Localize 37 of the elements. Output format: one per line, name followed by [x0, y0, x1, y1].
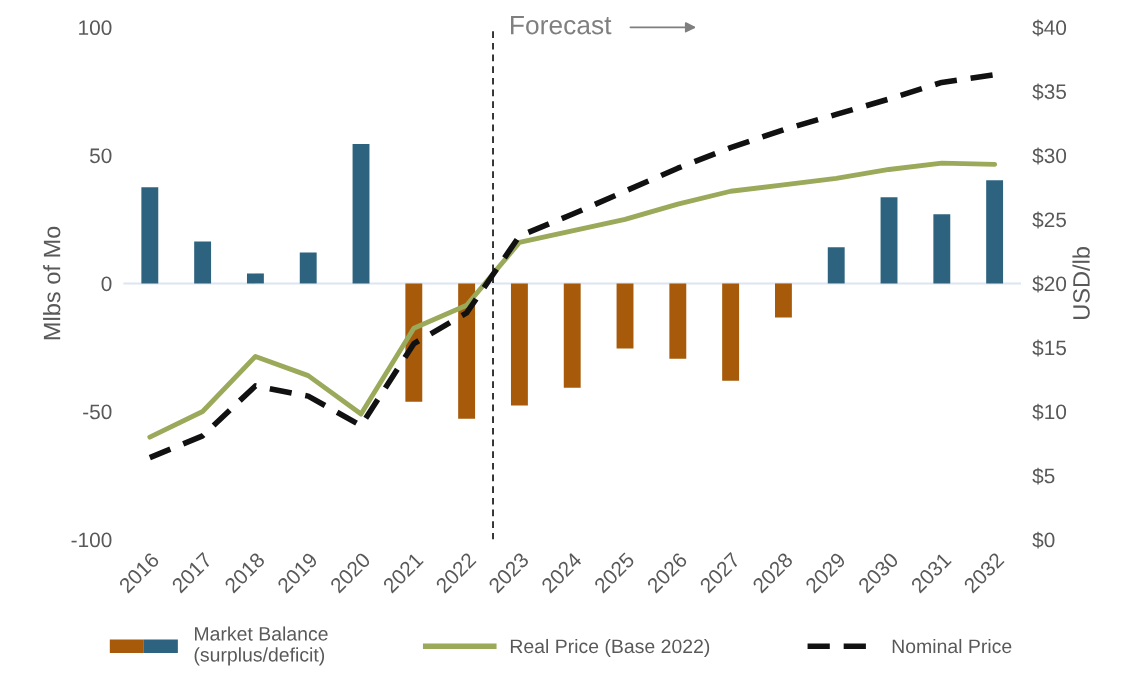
- y-tick-label: -50: [83, 404, 112, 420]
- y2-tick-label: $30: [1032, 147, 1067, 165]
- bar: [986, 180, 1004, 284]
- y2-tick-label: $25: [1032, 211, 1067, 229]
- bar: [563, 283, 581, 388]
- line-series: [147, 160, 998, 440]
- legend-label: Nominal Price: [892, 638, 1012, 654]
- bar: [827, 247, 845, 284]
- bar: [616, 283, 634, 349]
- legend-label: Real Price (Base 2022): [510, 638, 710, 658]
- ref-line-label: Forecast: [511, 15, 612, 35]
- y-tick-label: 100: [79, 20, 112, 36]
- bar: [669, 283, 687, 359]
- bar: [352, 144, 370, 284]
- bar: [722, 283, 740, 381]
- y2-tick-label: $40: [1032, 19, 1067, 37]
- y-tick-label: -100: [71, 532, 112, 548]
- bar: [246, 273, 264, 284]
- y2-tick-label: $5: [1032, 467, 1055, 485]
- y-tick-label: 50: [89, 148, 112, 164]
- y-axis-title: Mlbs of Mo: [43, 226, 61, 340]
- bar: [299, 252, 317, 284]
- bar: [194, 241, 212, 284]
- bar: [458, 283, 476, 419]
- y-tick-label: 0: [101, 276, 112, 292]
- bar: [510, 283, 528, 406]
- bar: [933, 214, 951, 284]
- legend-label: Market Balance (surplus/deficit): [194, 626, 328, 666]
- y2-tick-label: $35: [1032, 83, 1067, 101]
- y2-tick-label: $20: [1032, 275, 1067, 293]
- bar: [774, 283, 792, 318]
- y2-tick-label: $10: [1032, 403, 1067, 421]
- bar: [880, 197, 898, 284]
- y2-axis-title: USD/lb: [1072, 247, 1090, 320]
- bar: [141, 187, 159, 284]
- y2-tick-label: $0: [1032, 531, 1055, 549]
- y2-tick-label: $15: [1032, 339, 1067, 357]
